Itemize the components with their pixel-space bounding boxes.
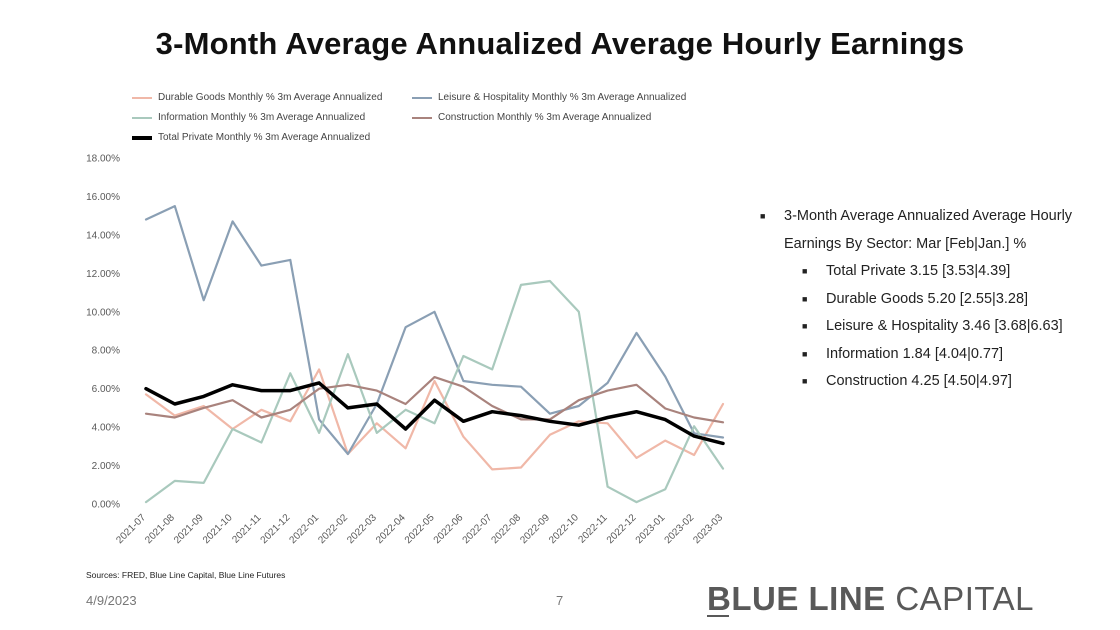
bullet-main: ■ 3-Month Average Annualized Average Hou… — [760, 203, 1090, 258]
bullet-item-text: Information 1.84 [4.04|0.77] — [826, 345, 1004, 362]
legend-label-information: Information Monthly % 3m Average Annuali… — [158, 112, 366, 123]
x-tick-label: 2023-01 — [634, 512, 668, 546]
x-tick-label: 2022-05 — [403, 512, 437, 546]
legend-label-durable-goods: Durable Goods Monthly % 3m Average Annua… — [158, 92, 383, 103]
legend-label-construction: Construction Monthly % 3m Average Annual… — [438, 112, 652, 123]
slide-date: 4/9/2023 — [86, 593, 137, 608]
bullet-item-text: Total Private 3.15 [3.53|4.39] — [826, 263, 1011, 279]
bullet-square-icon: ■ — [802, 348, 808, 359]
legend-swatch-information — [132, 116, 152, 119]
legend-label-leisure-hospitality: Leisure & Hospitality Monthly % 3m Avera… — [438, 92, 687, 103]
brand-underline — [707, 615, 729, 617]
y-tick-label: 16.00% — [86, 192, 120, 203]
bullet-item-construction: ■ Construction 4.25 [4.50|4.97] — [802, 368, 1090, 396]
chart-title: 3-Month Average Annualized Average Hourl… — [155, 26, 965, 61]
y-tick-label: 6.00% — [92, 384, 120, 395]
bullet-square-icon: ■ — [802, 293, 808, 304]
legend-swatch-total-private — [132, 135, 152, 140]
bullet-item-total-private: ■ Total Private 3.15 [3.53|4.39] — [802, 258, 1090, 286]
brand-logo: BLUE LINE CAPITAL — [707, 580, 1034, 618]
legend-swatch-leisure-hospitality — [412, 96, 432, 99]
x-tick-label: 2022-06 — [432, 512, 466, 546]
legend-item-durable-goods: Durable Goods Monthly % 3m Average Annua… — [132, 92, 382, 103]
bullet-item-information: ■ Information 1.84 [4.04|0.77] — [802, 341, 1090, 369]
legend-label-total-private: Total Private Monthly % 3m Average Annua… — [158, 132, 371, 143]
x-tick-label: 2021-07 — [114, 512, 148, 546]
x-tick-label: 2021-08 — [143, 512, 177, 546]
legend-swatch-durable-goods — [132, 96, 152, 99]
x-tick-label: 2022-07 — [461, 512, 495, 546]
bullet-square-icon: ■ — [760, 211, 766, 221]
x-tick-label: 2022-01 — [287, 512, 321, 546]
legend-item-construction: Construction Monthly % 3m Average Annual… — [412, 112, 651, 123]
series-line-information — [144, 279, 725, 504]
bullet-item-leisure-hospitality: ■ Leisure & Hospitality 3.46 [3.68|6.63] — [802, 313, 1090, 341]
x-tick-label: 2022-03 — [345, 512, 379, 546]
x-tick-label: 2022-11 — [577, 512, 611, 546]
legend-swatch-construction — [412, 116, 432, 119]
bullet-item-durable-goods: ■ Durable Goods 5.20 [2.55|3.28] — [802, 286, 1090, 314]
x-tick-label: 2021-11 — [230, 512, 264, 546]
y-tick-label: 8.00% — [92, 346, 120, 357]
page-number: 7 — [556, 593, 564, 608]
source-note: Sources: FRED, Blue Line Capital, Blue L… — [86, 570, 286, 580]
x-tick-label: 2021-12 — [259, 512, 293, 546]
bullet-sub-list: ■ Total Private 3.15 [3.53|4.39] ■ Durab… — [802, 258, 1090, 396]
brand-name-bold: BLUE LINE — [707, 580, 886, 617]
x-tick-label: 2022-09 — [518, 512, 552, 546]
x-tick-label: 2021-10 — [201, 512, 235, 546]
legend-item-leisure-hospitality: Leisure & Hospitality Monthly % 3m Avera… — [412, 92, 686, 103]
y-tick-label: 14.00% — [86, 230, 120, 241]
legend-item-information: Information Monthly % 3m Average Annuali… — [132, 112, 365, 123]
y-tick-label: 12.00% — [86, 269, 120, 280]
bullet-item-text: Leisure & Hospitality 3.46 [3.68|6.63] — [826, 318, 1063, 334]
series-line-durable-goods — [144, 368, 725, 471]
x-axis: 2021-072021-082021-092021-102021-112021-… — [114, 512, 725, 546]
series-line-construction — [144, 376, 725, 424]
bullet-item-text: Construction 4.25 [4.50|4.97] — [826, 373, 1012, 389]
bullet-square-icon: ■ — [802, 266, 808, 276]
x-tick-label: 2022-04 — [374, 512, 408, 546]
x-tick-label: 2022-02 — [316, 512, 350, 546]
y-tick-label: 18.00% — [86, 154, 120, 165]
series-line-total-private — [144, 381, 725, 446]
x-tick-label: 2023-03 — [691, 512, 725, 546]
y-tick-label: 4.00% — [92, 423, 120, 434]
y-tick-label: 10.00% — [86, 307, 120, 318]
series-layer — [144, 205, 725, 504]
bullet-main-text: 3-Month Average Annualized Average Hourl… — [784, 208, 1073, 252]
x-tick-label: 2021-09 — [172, 512, 206, 546]
bullet-square-icon: ■ — [802, 376, 808, 386]
summary-bullets: ■ 3-Month Average Annualized Average Hou… — [760, 203, 1090, 396]
y-tick-label: 2.00% — [92, 461, 120, 472]
legend-item-total-private: Total Private Monthly % 3m Average Annua… — [132, 132, 370, 143]
x-tick-label: 2022-10 — [547, 512, 581, 546]
x-tick-label: 2022-08 — [489, 512, 523, 546]
bullet-square-icon: ■ — [802, 321, 808, 331]
y-axis: 0.00% 2.00% 4.00% 6.00% 8.00% 10.00% 12.00% 14.… — [86, 154, 120, 511]
y-tick-label: 0.00% — [92, 500, 120, 511]
brand-name-light: CAPITAL — [895, 580, 1034, 617]
x-tick-label: 2022-12 — [605, 512, 639, 546]
x-tick-label: 2023-02 — [663, 512, 697, 546]
bullet-item-text: Durable Goods 5.20 [2.55|3.28] — [826, 290, 1029, 307]
series-line-leisure-hospitality — [144, 205, 725, 456]
